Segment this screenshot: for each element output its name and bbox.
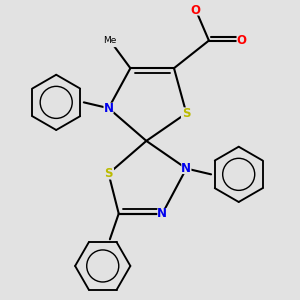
Text: N: N — [103, 102, 114, 115]
Text: Me: Me — [103, 36, 117, 45]
FancyBboxPatch shape — [181, 107, 192, 119]
FancyBboxPatch shape — [236, 35, 247, 46]
FancyBboxPatch shape — [93, 33, 127, 47]
FancyBboxPatch shape — [191, 4, 201, 16]
Text: O: O — [237, 34, 247, 47]
FancyBboxPatch shape — [103, 103, 114, 114]
Text: O: O — [191, 4, 201, 16]
Text: S: S — [182, 107, 190, 120]
Text: S: S — [104, 167, 113, 180]
FancyBboxPatch shape — [103, 168, 114, 179]
FancyBboxPatch shape — [181, 163, 191, 174]
Text: N: N — [182, 162, 191, 175]
FancyBboxPatch shape — [157, 208, 167, 219]
Text: N: N — [158, 207, 167, 220]
